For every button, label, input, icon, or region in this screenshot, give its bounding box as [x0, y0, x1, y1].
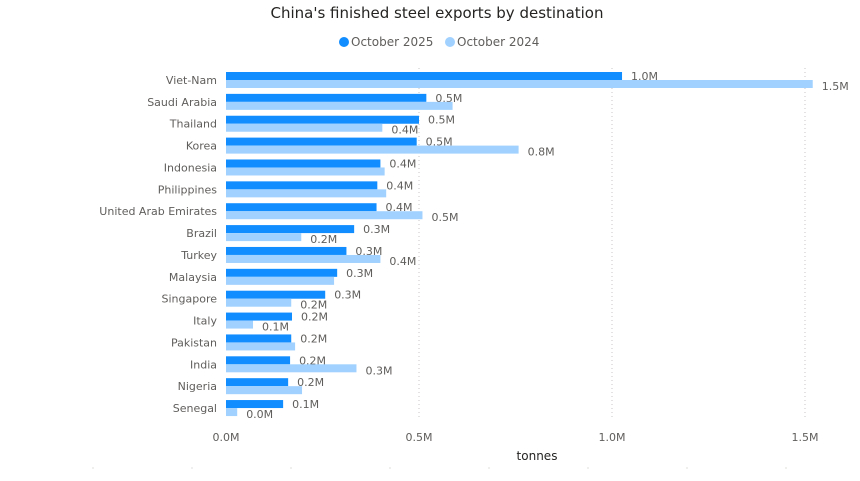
- dot: [389, 467, 391, 469]
- bar-october-2024[interactable]: [226, 145, 519, 154]
- dot: [191, 467, 193, 469]
- bar-october-2025[interactable]: [226, 181, 378, 190]
- bar-october-2025[interactable]: [226, 400, 284, 409]
- bar-october-2025[interactable]: [226, 115, 419, 124]
- category-label: Saudi Arabia: [147, 96, 217, 109]
- bar-october-2025[interactable]: [226, 93, 427, 102]
- data-label: 0.2M: [299, 354, 326, 367]
- data-label: 1.5M: [822, 80, 849, 93]
- legend-marker-1: [445, 37, 455, 47]
- data-label: 0.8M: [528, 146, 555, 159]
- dot: [587, 467, 589, 469]
- data-label: 0.2M: [301, 311, 328, 324]
- data-label: 0.2M: [300, 332, 327, 345]
- data-label: 0.2M: [300, 299, 327, 312]
- category-label: Senegal: [173, 402, 217, 415]
- data-label: 0.5M: [435, 92, 462, 105]
- dot: [686, 467, 688, 469]
- category-label: United Arab Emirates: [99, 205, 217, 218]
- dot: [785, 467, 787, 469]
- bar-october-2024[interactable]: [226, 80, 813, 88]
- legend-label-1[interactable]: October 2024: [457, 35, 539, 49]
- x-tick-label: 0.5M: [406, 431, 433, 444]
- bar-october-2024[interactable]: [226, 386, 303, 395]
- bar-october-2024[interactable]: [226, 189, 387, 198]
- bar-october-2025[interactable]: [226, 378, 289, 387]
- category-label: Singapore: [162, 293, 218, 306]
- data-label: 0.3M: [363, 223, 390, 236]
- data-label: 0.4M: [386, 201, 413, 214]
- bar-october-2025[interactable]: [226, 290, 326, 299]
- bar-october-2025[interactable]: [226, 72, 623, 80]
- bar-october-2024[interactable]: [226, 276, 335, 285]
- bar-october-2024[interactable]: [226, 167, 385, 176]
- legend-label-0[interactable]: October 2025: [351, 35, 433, 49]
- data-label: 0.0M: [246, 408, 273, 421]
- bars: 1.0M 1.5M 0.5M 0.5M 0.4M 0.5M 0.8M 0.4M 0.4M 0.4M…: [226, 70, 849, 421]
- bar-october-2025[interactable]: [226, 356, 291, 365]
- dot: [290, 467, 292, 469]
- data-label: 0.4M: [391, 124, 418, 137]
- category-label: Turkey: [180, 249, 217, 262]
- dot: [92, 467, 94, 469]
- bar-october-2024[interactable]: [226, 123, 383, 132]
- bar-october-2024[interactable]: [226, 342, 296, 351]
- category-label: Italy: [193, 315, 217, 328]
- bar-october-2024[interactable]: [226, 320, 254, 329]
- legend[interactable]: October 2025 October 2024: [339, 35, 539, 49]
- x-tick-label: 1.0M: [599, 431, 626, 444]
- category-label: India: [190, 358, 217, 371]
- category-label: Indonesia: [164, 161, 217, 174]
- data-label: 0.3M: [355, 245, 382, 258]
- data-label: 0.3M: [365, 364, 392, 377]
- gridlines: [418, 68, 806, 418]
- data-label: 0.1M: [262, 321, 289, 334]
- category-label: Philippines: [158, 183, 218, 196]
- data-label: 0.1M: [292, 398, 319, 411]
- bar-october-2024[interactable]: [226, 364, 357, 373]
- data-label: 0.4M: [386, 179, 413, 192]
- category-label: Pakistan: [171, 336, 217, 349]
- data-label: 0.5M: [426, 136, 453, 149]
- data-label: 0.2M: [297, 376, 324, 389]
- chart-title: China's finished steel exports by destin…: [271, 4, 604, 22]
- bar-october-2025[interactable]: [226, 159, 381, 168]
- bar-october-2025[interactable]: [226, 246, 347, 255]
- bar-october-2024[interactable]: [226, 254, 381, 263]
- category-label: Nigeria: [178, 380, 217, 393]
- bar-october-2024[interactable]: [226, 298, 292, 307]
- category-label: Brazil: [186, 227, 217, 240]
- data-label: 0.4M: [389, 255, 416, 268]
- bottom-dots: [92, 467, 787, 469]
- data-label: 0.5M: [431, 211, 458, 224]
- bar-october-2025[interactable]: [226, 334, 292, 343]
- x-axis-ticks: 0.0M 0.5M 1.0M 1.5M: [213, 431, 819, 444]
- bar-october-2024[interactable]: [226, 101, 453, 110]
- bar-october-2024[interactable]: [226, 408, 238, 417]
- legend-marker-0: [339, 37, 349, 47]
- bar-october-2025[interactable]: [226, 312, 293, 321]
- bar-october-2024[interactable]: [226, 211, 423, 220]
- category-label: Thailand: [169, 118, 217, 131]
- x-tick-label: 0.0M: [213, 431, 240, 444]
- category-label: Malaysia: [169, 271, 217, 284]
- bar-october-2025[interactable]: [226, 203, 377, 212]
- x-tick-label: 1.5M: [792, 431, 819, 444]
- bar-october-2024[interactable]: [226, 233, 302, 242]
- category-labels: Viet-Nam Saudi Arabia Thailand Korea Indones…: [99, 74, 217, 415]
- bar-october-2025[interactable]: [226, 268, 338, 277]
- bar-october-2025[interactable]: [226, 225, 355, 234]
- category-label: Korea: [186, 140, 217, 153]
- bar-october-2025[interactable]: [226, 137, 417, 146]
- data-label: 1.0M: [631, 70, 658, 83]
- data-label: 0.2M: [310, 233, 337, 246]
- x-axis-title: tonnes: [517, 449, 558, 463]
- data-label: 0.3M: [346, 267, 373, 280]
- data-label: 0.5M: [428, 114, 455, 127]
- data-label: 0.3M: [334, 289, 361, 302]
- category-label: Viet-Nam: [166, 74, 217, 87]
- data-label: 0.4M: [389, 157, 416, 170]
- dot: [488, 467, 490, 469]
